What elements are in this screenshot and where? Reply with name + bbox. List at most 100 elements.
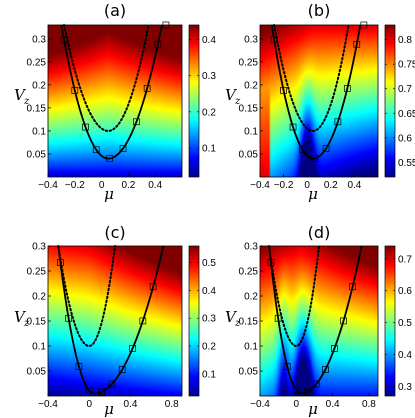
- square-marker: [349, 283, 356, 291]
- panel-title: (a): [104, 1, 126, 20]
- colorbar-tick-label: 0.3: [202, 314, 216, 325]
- square-marker: [310, 155, 318, 162]
- y-tick-label: 0.3: [244, 34, 258, 45]
- y-tick-label: 0.25: [239, 267, 259, 278]
- panel-title: (c): [104, 223, 125, 242]
- square-marker: [303, 388, 311, 396]
- square-marker: [267, 259, 275, 266]
- square-marker: [60, 36, 68, 44]
- colorbar-tick-label: 0.65: [398, 109, 415, 120]
- solid-boundary-curve: [268, 245, 363, 395]
- y-tick-label: 0.05: [239, 367, 259, 378]
- solid-boundary-curve: [57, 245, 165, 395]
- square-marker: [270, 36, 278, 44]
- square-marker: [129, 345, 136, 352]
- square-marker: [334, 118, 342, 126]
- colorbar: [188, 245, 200, 397]
- y-tick-label: 0.3: [32, 242, 46, 253]
- colorbar-tick-label: 0.3: [398, 382, 412, 393]
- solid-boundary-curve: [60, 24, 163, 160]
- square-marker: [75, 363, 83, 370]
- colorbar: [384, 245, 396, 397]
- x-axis-title: μ: [104, 400, 114, 418]
- square-marker: [57, 259, 64, 266]
- square-marker: [312, 380, 320, 388]
- colorbar-tick-label: 0.1: [202, 144, 216, 155]
- x-tick-label: 0: [304, 180, 310, 191]
- square-marker: [71, 87, 79, 94]
- square-marker: [299, 146, 306, 154]
- square-marker: [280, 87, 287, 94]
- y-tick-label: 0.25: [27, 57, 47, 68]
- y-tick-label: 0.3: [244, 242, 258, 253]
- square-marker: [274, 314, 282, 322]
- colorbar-tick-label: 0.8: [398, 35, 412, 46]
- y-axis-title-subscript: z: [234, 318, 241, 329]
- y-tick-label: 0.1: [244, 342, 258, 353]
- square-marker: [65, 314, 72, 322]
- colorbar-tick-label: 0.4: [202, 286, 216, 297]
- y-axis-title: V: [14, 86, 27, 104]
- heatmap-image: [48, 25, 182, 177]
- colorbar-tick-label: 0.7: [398, 84, 412, 95]
- panel-3: (d) −0.4 0 0.4 0.8 0.05 0.1 0.15 0.2 0.25 0.3 μ V z 0.…: [225, 223, 412, 418]
- square-marker: [154, 40, 162, 48]
- square-marker: [340, 317, 347, 325]
- y-axis-title: V: [14, 308, 27, 326]
- x-tick-label: −0.4: [38, 399, 58, 410]
- x-tick-label: −0.2: [65, 180, 85, 191]
- colorbar-tick-label: 0.2: [202, 342, 216, 353]
- x-tick-label: 0: [86, 399, 92, 410]
- heatmap-image: [260, 25, 378, 177]
- colorbar-tick-label: 0.5: [398, 318, 412, 329]
- y-tick-label: 0.05: [239, 149, 259, 160]
- plot-frame: [47, 24, 183, 178]
- x-tick-label: 0.2: [324, 180, 338, 191]
- colorbar-tick-label: 0.4: [202, 35, 216, 46]
- square-marker: [118, 366, 126, 373]
- colorbar: [384, 24, 396, 178]
- x-tick-label: 0: [294, 399, 300, 410]
- panel-title: (b): [308, 1, 331, 20]
- x-tick-label: 0.4: [326, 399, 340, 410]
- square-marker: [322, 366, 329, 373]
- square-marker: [331, 345, 338, 352]
- colorbar-tick-label: 0.75: [398, 60, 415, 71]
- panel-2: (c) −0.4 0 0.4 0.8 0.05 0.1 0.15 0.2 0.25 0.3 μ V z 0.…: [14, 223, 216, 418]
- y-tick-label: 0.25: [27, 267, 47, 278]
- x-axis-title: μ: [104, 185, 114, 203]
- y-axis-title-subscript: z: [234, 96, 241, 107]
- square-marker: [119, 145, 127, 152]
- panel-0: (a) −0.4 −0.2 0 0.2 0.4 0.05 0.1 0.15 0.2 0.25 0.3 μ…: [14, 1, 216, 203]
- square-marker: [133, 118, 140, 126]
- square-marker: [106, 155, 113, 162]
- colorbar-tick-label: 0.4: [398, 350, 412, 361]
- dotted-boundary-curve: [273, 24, 350, 132]
- x-axis-title: μ: [308, 400, 318, 418]
- x-tick-label: 0.4: [148, 180, 162, 191]
- x-tick-label: 0.8: [165, 399, 179, 410]
- colorbar-tick-label: 0.6: [398, 286, 412, 297]
- x-tick-label: −0.4: [250, 180, 270, 191]
- y-tick-label: 0.2: [32, 80, 46, 91]
- y-tick-label: 0.2: [244, 80, 258, 91]
- x-tick-label: −0.4: [250, 399, 270, 410]
- square-marker: [353, 40, 361, 48]
- y-axis-title: V: [225, 308, 238, 326]
- square-marker: [108, 380, 116, 388]
- y-tick-label: 0.2: [244, 292, 258, 303]
- square-marker: [92, 146, 100, 154]
- y-tick-label: 0.2: [32, 292, 46, 303]
- x-tick-label: 0.4: [347, 180, 361, 191]
- square-marker: [82, 123, 89, 131]
- y-tick-label: 0.15: [239, 317, 259, 328]
- x-tick-label: 0: [99, 180, 105, 191]
- colorbar-tick-label: 0.55: [398, 158, 415, 169]
- y-axis-title-subscript: z: [23, 96, 30, 107]
- square-marker: [139, 317, 147, 325]
- x-tick-label: 0.4: [124, 399, 138, 410]
- y-tick-label: 0.1: [32, 126, 46, 137]
- square-marker: [149, 283, 157, 291]
- y-axis-title-subscript: z: [23, 318, 30, 329]
- x-tick-label: 0.8: [362, 399, 376, 410]
